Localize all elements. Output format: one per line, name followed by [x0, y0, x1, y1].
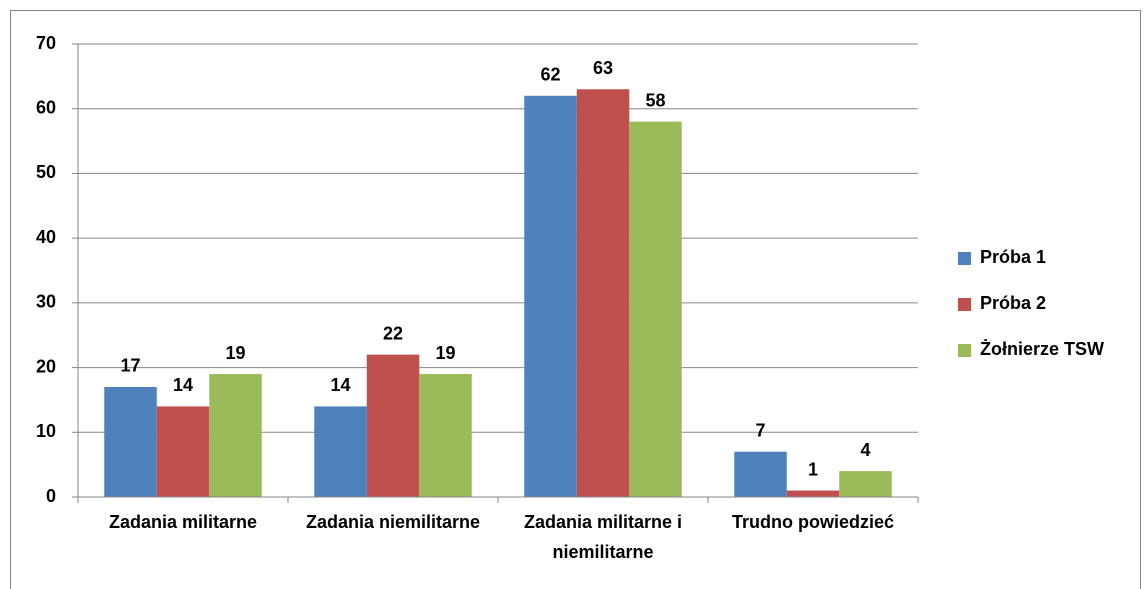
y-tick-label: 50: [36, 162, 56, 182]
data-label: 14: [173, 375, 193, 395]
legend-swatch: [958, 298, 971, 311]
bar: [156, 406, 210, 497]
x-tick-label-line: Zadania militarne i: [524, 512, 682, 532]
chart-border: [10, 10, 1141, 589]
data-label: 17: [120, 356, 140, 376]
bar: [839, 471, 892, 497]
x-tick-label-line: Trudno powiedzieć: [732, 512, 894, 532]
y-tick-label: 70: [36, 33, 56, 53]
bar: [366, 354, 420, 497]
bar: [104, 386, 157, 497]
bar: [576, 89, 630, 498]
data-label: 1: [808, 459, 818, 479]
x-tick-label-line: Zadania militarne: [109, 512, 257, 532]
x-tick-label: Zadania militarne: [109, 512, 257, 532]
data-label: 22: [383, 323, 403, 343]
bar: [524, 95, 577, 498]
legend-label: Próba 2: [980, 293, 1046, 313]
x-tick-label-line: Zadania niemilitarne: [306, 512, 480, 532]
bar: [629, 121, 682, 498]
y-tick-label: 10: [36, 421, 56, 441]
y-tick-label: 40: [36, 227, 56, 247]
data-label: 4: [860, 440, 870, 460]
y-tick-label: 30: [36, 292, 56, 312]
legend-label: Próba 1: [980, 247, 1046, 267]
x-tick-label-line: niemilitarne: [552, 542, 653, 562]
bar: [734, 451, 787, 497]
data-label: 62: [540, 65, 560, 85]
x-tick-label: Trudno powiedzieć: [732, 512, 894, 532]
x-tick-label: Zadania militarne i niemilitarne: [524, 512, 682, 562]
bar: [419, 374, 472, 497]
legend-swatch: [958, 252, 971, 265]
legend-swatch: [958, 344, 971, 357]
data-label: 19: [435, 343, 455, 363]
data-label: 14: [330, 375, 350, 395]
bar: [786, 490, 840, 497]
y-tick-label: 0: [46, 486, 56, 506]
data-label: 58: [645, 90, 665, 110]
y-tick-label: 20: [36, 356, 56, 376]
data-label: 19: [225, 343, 245, 363]
x-tick-label: Zadania niemilitarne: [306, 512, 480, 532]
y-tick-label: 60: [36, 97, 56, 117]
data-label: 7: [755, 420, 765, 440]
bar: [314, 406, 367, 497]
bar: [209, 374, 262, 497]
legend-label: Żołnierze TSW: [980, 339, 1104, 359]
data-label: 63: [593, 58, 613, 78]
